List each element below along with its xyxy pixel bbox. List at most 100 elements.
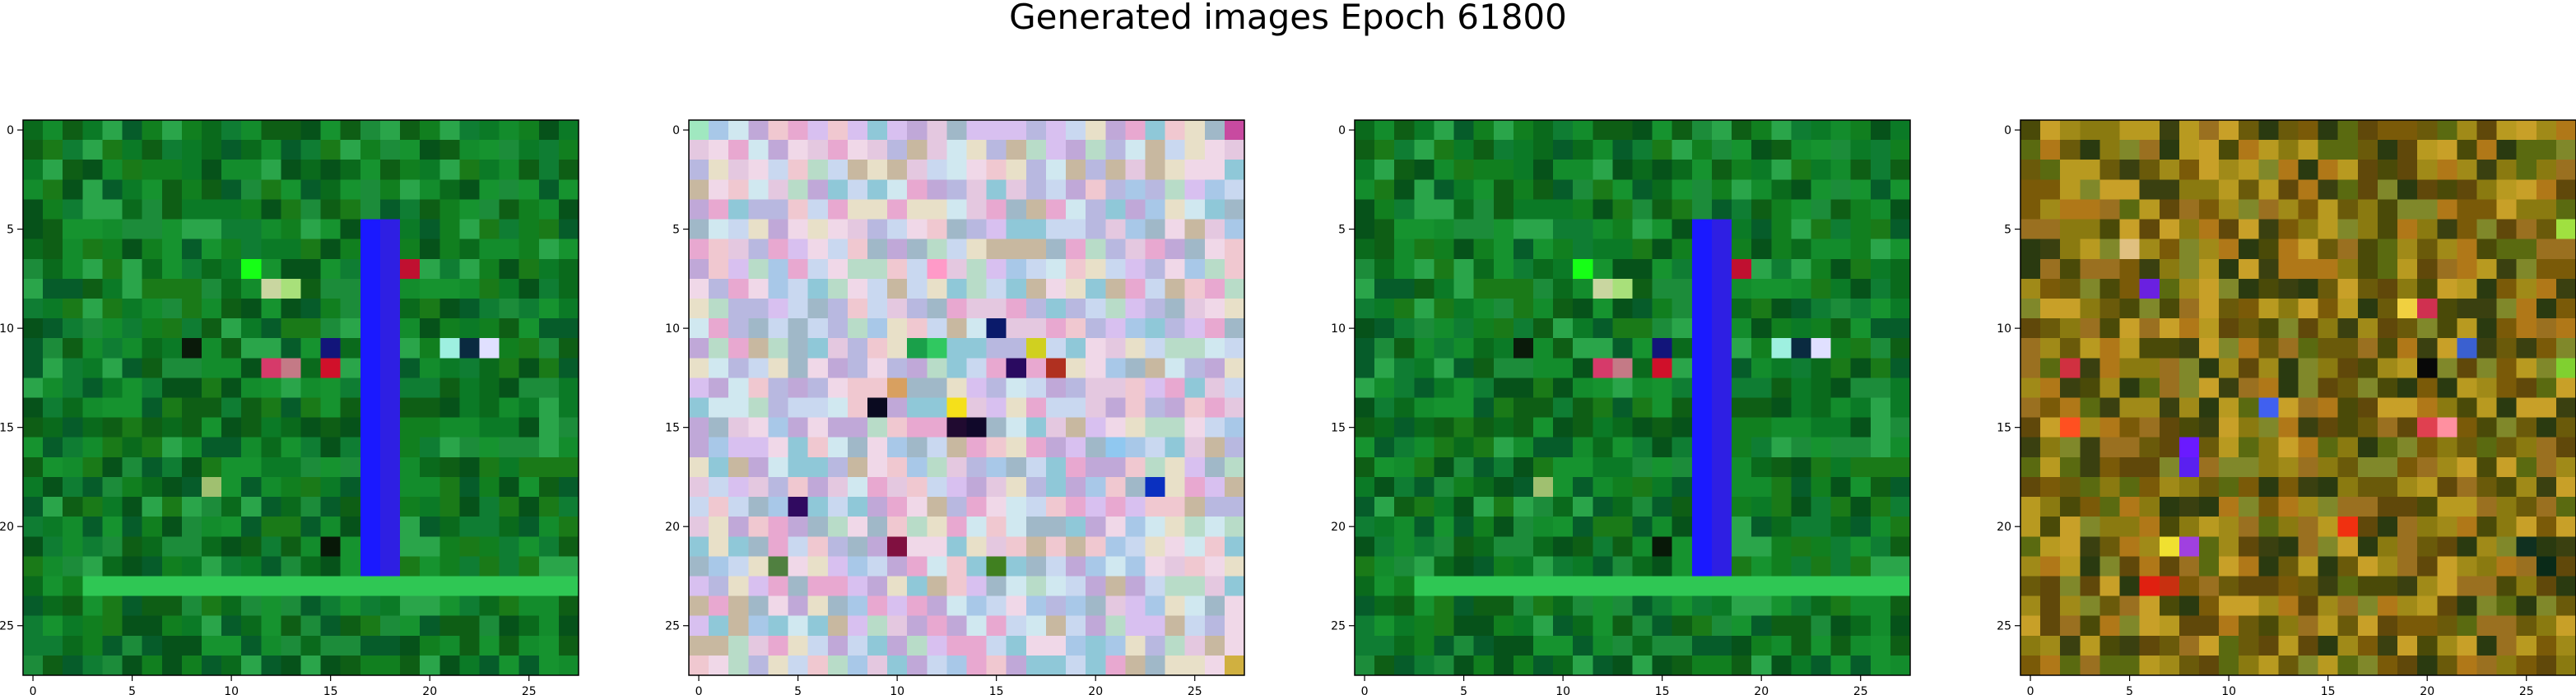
- pixel-cell: [558, 397, 579, 419]
- pixel-cell: [2496, 239, 2518, 260]
- pixel-cell: [63, 120, 83, 141]
- pixel-cell: [887, 635, 908, 656]
- pixel-cell: [1473, 258, 1495, 280]
- pixel-cell: [420, 497, 440, 517]
- pixel-cell: [748, 358, 770, 378]
- pixel-cell: [538, 219, 560, 240]
- pixel-cell: [2278, 219, 2299, 240]
- pixel-cell: [1025, 556, 1047, 577]
- pixel-cell: [499, 497, 520, 517]
- pixel-cell: [538, 517, 560, 537]
- pixel-cell: [2060, 160, 2081, 180]
- pixel-cell: [728, 437, 749, 458]
- pixel-cell: [2298, 160, 2319, 180]
- pixel-cell: [1374, 397, 1395, 419]
- pixel-cell: [420, 615, 440, 637]
- pixel-cell: [558, 476, 579, 498]
- pixel-cell: [241, 456, 262, 478]
- pixel-cell: [768, 239, 789, 260]
- pixel-cell: [1434, 278, 1455, 299]
- pixel-cell: [161, 298, 183, 319]
- pixel-cell: [807, 199, 829, 220]
- pixel-cell: [2139, 655, 2160, 676]
- pixel-cell: [1791, 417, 1812, 438]
- pixel-cell: [2457, 318, 2478, 339]
- pixel-cell: [748, 476, 770, 498]
- pixel-cell: [558, 437, 579, 458]
- pixel-cell: [748, 140, 770, 160]
- pixel-cell: [23, 417, 44, 438]
- pixel-cell: [2437, 278, 2457, 299]
- pixel-cell: [459, 199, 481, 220]
- pixel-cell: [43, 318, 63, 339]
- pixel-cell: [379, 378, 401, 399]
- pixel-cell: [2060, 576, 2081, 597]
- pixel-cell: [1125, 239, 1146, 260]
- pixel-cell: [1184, 298, 1206, 319]
- pixel-cell: [2060, 497, 2081, 517]
- pixel-cell: [221, 437, 242, 458]
- pixel-cell: [689, 358, 709, 378]
- pixel-cell: [2555, 378, 2576, 399]
- pixel-cell: [23, 199, 44, 220]
- pixel-cell: [2318, 358, 2339, 378]
- pixel-cell: [1890, 140, 1911, 160]
- pixel-cell: [1593, 378, 1613, 399]
- pixel-cell: [1870, 497, 1891, 517]
- pixel-cell: [2278, 338, 2299, 359]
- pixel-cell: [2159, 655, 2180, 676]
- pixel-cell: [1711, 417, 1732, 438]
- pixel-cell: [728, 258, 749, 280]
- pixel-cell: [927, 120, 947, 141]
- pixel-cell: [1732, 278, 1752, 299]
- pixel-cell: [1890, 298, 1911, 319]
- pixel-cell: [1791, 456, 1812, 478]
- pixel-cell: [2357, 140, 2378, 160]
- pixel-cell: [1045, 536, 1067, 557]
- pixel-cell: [320, 536, 342, 557]
- pixel-cell: [2040, 497, 2061, 517]
- pixel-cell: [2397, 338, 2418, 359]
- pixel-cell: [459, 635, 481, 656]
- pixel-cell: [63, 556, 83, 577]
- pixel-cell: [2457, 635, 2478, 656]
- axes-frame: [22, 119, 579, 676]
- pixel-cell: [1165, 199, 1186, 220]
- pixel-cell: [1672, 417, 1693, 438]
- pixel-cell: [102, 160, 123, 180]
- pixel-cell: [518, 179, 540, 201]
- pixel-cell: [2020, 160, 2041, 180]
- pixel-cell: [340, 437, 361, 458]
- pixel-cell: [689, 417, 709, 438]
- pixel-cell: [2457, 615, 2478, 637]
- pixel-cell: [2536, 595, 2557, 617]
- pixel-cell: [1771, 378, 1792, 399]
- pixel-cell: [1394, 635, 1415, 656]
- pixel-cell: [807, 338, 829, 359]
- pixel-cell: [518, 655, 540, 676]
- pixel-cell: [2278, 517, 2299, 537]
- pixel-cell: [1532, 497, 1554, 517]
- pixel-cell: [2178, 536, 2200, 557]
- pixel-cell: [142, 536, 163, 557]
- pixel-cell: [2080, 437, 2101, 458]
- pixel-cell: [82, 556, 104, 577]
- pixel-cell: [2099, 397, 2121, 419]
- pixel-cell: [23, 517, 44, 537]
- pixel-cell: [1374, 655, 1395, 676]
- pixel-cell: [1771, 219, 1792, 240]
- pixel-cell: [2337, 179, 2359, 201]
- pixel-cell: [887, 517, 908, 537]
- pixel-cell: [23, 239, 44, 260]
- pixel-cell: [63, 517, 83, 537]
- pixel-cell: [241, 120, 262, 141]
- pixel-cell: [2298, 358, 2319, 378]
- pixel-cell: [2397, 219, 2418, 240]
- pixel-cell: [63, 318, 83, 339]
- pixel-cell: [2040, 417, 2061, 438]
- pixel-cell: [1394, 378, 1415, 399]
- pixel-cell: [1374, 576, 1395, 597]
- pixel-cell: [788, 140, 809, 160]
